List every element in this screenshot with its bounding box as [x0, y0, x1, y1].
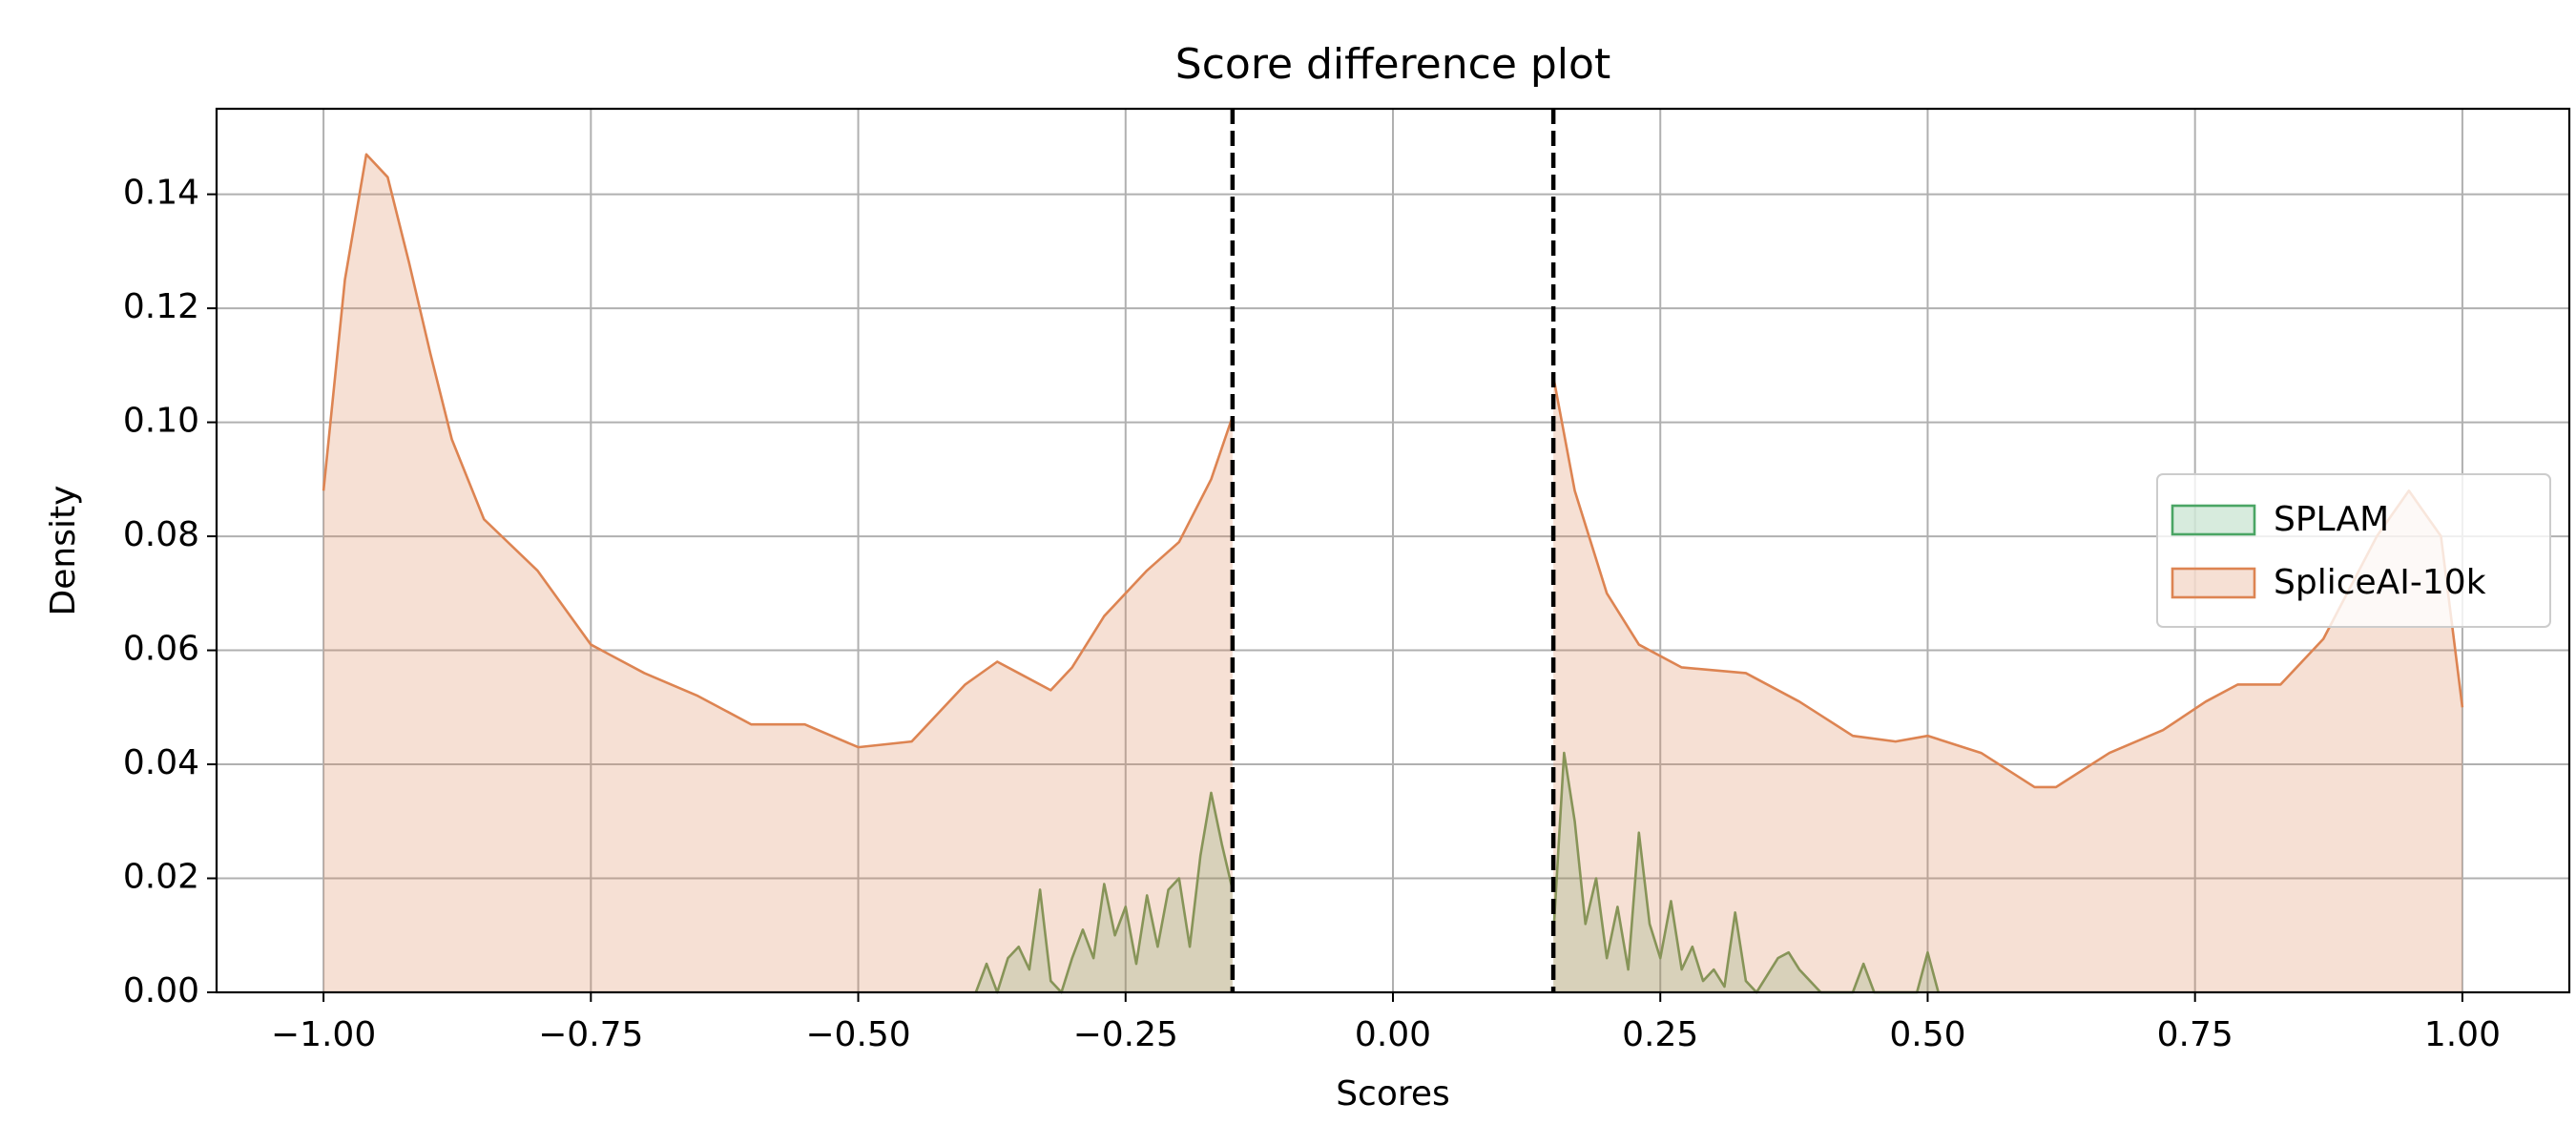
x-tick-label: 1.00	[2424, 1015, 2501, 1054]
x-tick-label: −0.25	[1073, 1015, 1178, 1054]
legend-label: SpliceAI-10k	[2274, 563, 2486, 602]
plot-frame	[215, 107, 2571, 994]
legend-swatch	[2171, 567, 2256, 599]
x-tick-label: 0.50	[1889, 1015, 1965, 1054]
x-tick-label: 0.00	[1355, 1015, 1431, 1054]
y-tick-label: 0.12	[123, 287, 199, 326]
chart-title: Score difference plot	[1175, 40, 1610, 89]
x-tick-label: −0.75	[538, 1015, 643, 1054]
area-fill	[323, 154, 2462, 993]
y-tick-label: 0.14	[123, 174, 199, 213]
y-tick-label: 0.00	[123, 971, 199, 1010]
legend-swatch	[2171, 504, 2256, 536]
x-tick-label: 0.75	[2157, 1015, 2233, 1054]
y-tick-label: 0.06	[123, 630, 199, 669]
x-tick-label: −1.00	[271, 1015, 376, 1054]
y-tick-label: 0.08	[123, 515, 199, 554]
x-axis-label: Scores	[1336, 1074, 1450, 1114]
area-fill	[975, 753, 1939, 992]
legend-label: SPLAM	[2274, 500, 2389, 539]
y-tick-label: 0.02	[123, 858, 199, 897]
x-tick-label: 0.25	[1622, 1015, 1698, 1054]
y-axis-label: Density	[44, 486, 83, 616]
x-tick-label: −0.50	[805, 1015, 910, 1054]
y-tick-label: 0.10	[123, 402, 199, 441]
legend: SPLAM SpliceAI-10k	[2156, 473, 2551, 628]
y-tick-label: 0.04	[123, 743, 199, 782]
legend-box	[2156, 473, 2551, 628]
